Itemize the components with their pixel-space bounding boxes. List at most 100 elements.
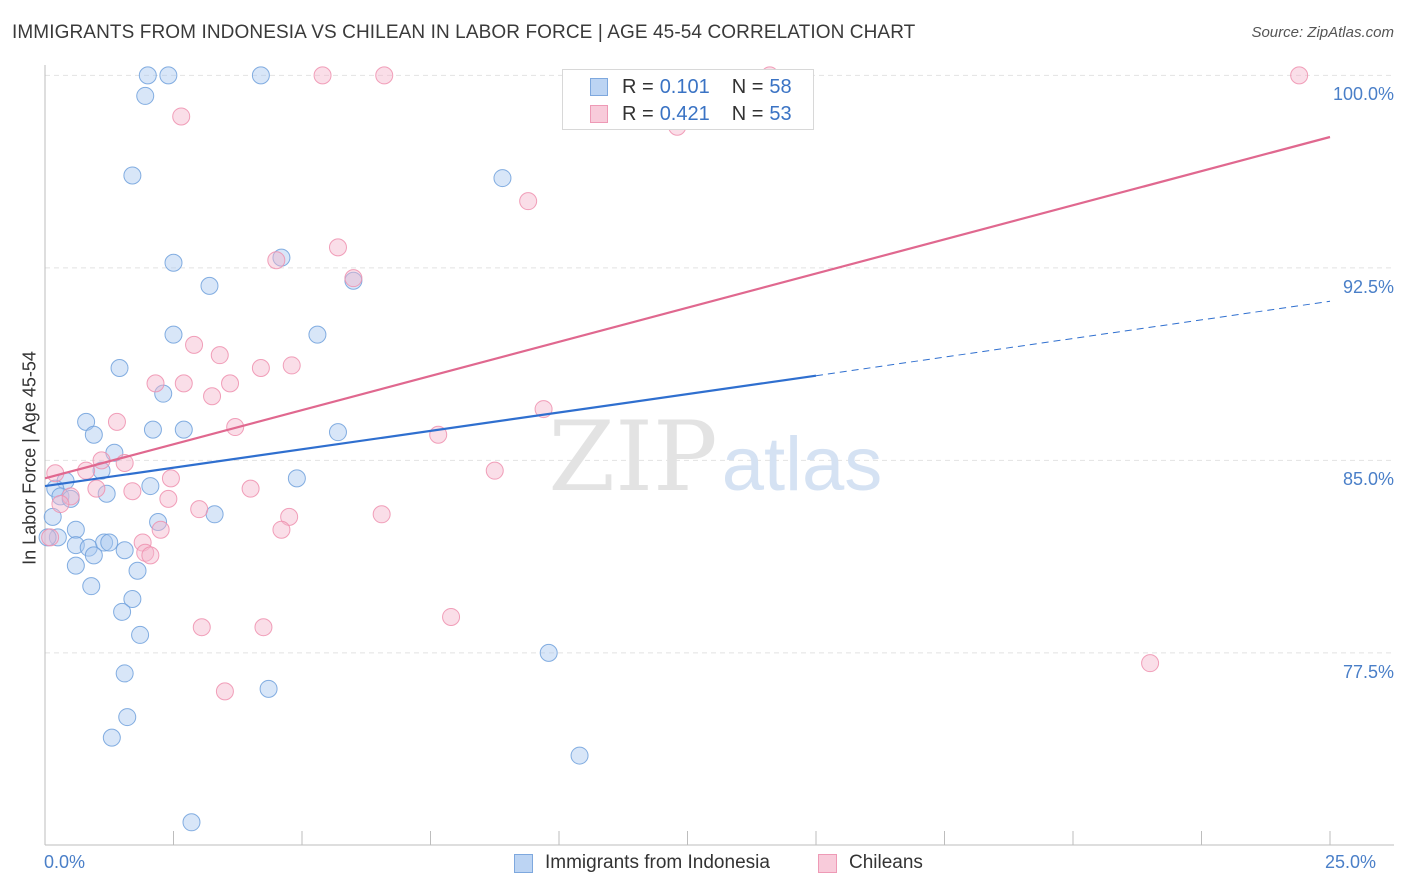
source-label: Source: ZipAtlas.com: [1251, 24, 1394, 41]
point-chileans-24: [77, 461, 96, 480]
point-chileans-17: [203, 387, 222, 406]
point-indonesia-36: [95, 533, 114, 552]
legend-swatch-chileans: [590, 105, 608, 123]
series-swatch-chileans: [818, 853, 837, 873]
point-indonesia-0: [138, 66, 157, 85]
point-chileans-47: [215, 682, 234, 701]
y-axis-title: In Labor Force | Age 45-54: [19, 351, 40, 565]
point-chileans-16: [221, 374, 240, 393]
point-indonesia-12: [110, 359, 129, 377]
trend-line-indonesia-extension: [815, 300, 1331, 377]
series-label-chileans: Chileans: [849, 852, 923, 873]
point-indonesia-3: [136, 86, 155, 105]
point-indonesia-1: [159, 66, 178, 85]
point-chileans-6: [519, 192, 538, 211]
point-indonesia-20: [92, 461, 111, 480]
legend-swatch-indonesia: [590, 78, 608, 96]
point-indonesia-2: [251, 66, 270, 85]
point-chileans-15: [174, 374, 193, 393]
point-indonesia-48: [259, 679, 278, 698]
point-chileans-37: [272, 520, 291, 539]
point-indonesia-45: [131, 625, 150, 644]
series-label-indonesia: Immigrants from Indonesia: [545, 852, 770, 873]
point-chileans-46: [1141, 654, 1160, 673]
legend-r-value: 0.101: [659, 75, 710, 98]
point-indonesia-6: [164, 253, 183, 272]
series-legend-indonesia[interactable]: Immigrants from Indonesia: [514, 852, 770, 874]
point-indonesia-40: [66, 556, 85, 575]
point-indonesia-8: [200, 276, 219, 295]
point-chileans-11: [210, 346, 229, 365]
correlation-legend: R = 0.101 N = 58 R = 0.421 N = 53: [562, 69, 814, 130]
point-indonesia-15: [84, 425, 103, 444]
point-chileans-41: [136, 543, 155, 562]
point-chileans-45: [254, 618, 273, 637]
y-tick-label: 92.5%: [1342, 276, 1394, 297]
point-indonesia-17: [174, 420, 193, 439]
point-indonesia-27: [141, 477, 160, 496]
point-chileans-39: [41, 528, 60, 547]
point-indonesia-51: [570, 746, 589, 765]
point-chileans-22: [92, 451, 111, 470]
point-chileans-3: [1290, 66, 1309, 85]
point-indonesia-16: [143, 420, 162, 439]
watermark: ZIP atlas: [548, 401, 882, 513]
trend-line-chileans: [44, 135, 1331, 480]
point-chileans-1: [375, 66, 394, 85]
point-chileans-35: [372, 505, 391, 524]
point-indonesia-10: [164, 325, 183, 344]
point-chileans-4: [172, 107, 191, 126]
point-chileans-42: [141, 546, 160, 565]
point-chileans-33: [51, 495, 70, 514]
point-chileans-28: [87, 479, 106, 498]
axes: [44, 65, 1394, 846]
point-indonesia-37: [100, 533, 119, 552]
legend-n-value: 53: [769, 102, 792, 125]
point-indonesia-11: [308, 325, 327, 344]
watermark-atlas: atlas: [722, 422, 883, 507]
y-tick-label: 100.0%: [1332, 84, 1394, 105]
point-chileans-12: [251, 359, 270, 377]
point-chileans-43: [442, 607, 461, 626]
x-tick-label-max: 25.0%: [1325, 852, 1377, 872]
point-indonesia-42: [82, 577, 101, 596]
point-indonesia-21: [287, 469, 306, 488]
point-chileans-44: [192, 618, 211, 637]
legend-row-indonesia: R = 0.101 N = 58: [563, 74, 792, 100]
point-indonesia-47: [115, 664, 134, 683]
legend-row-chileans: R = 0.421 N = 53: [563, 101, 792, 127]
legend-n-label: N =: [731, 75, 764, 98]
point-chileans-9: [344, 269, 363, 288]
point-chileans-14: [146, 374, 165, 393]
point-chileans-19: [107, 412, 126, 431]
point-indonesia-39: [84, 546, 103, 565]
point-chileans-38: [151, 520, 170, 539]
trend-line-indonesia: [44, 374, 817, 488]
point-indonesia-43: [123, 590, 142, 608]
series-legend-chileans[interactable]: Chileans: [818, 852, 923, 874]
series-swatch-indonesia: [514, 853, 533, 873]
point-chileans-7: [328, 238, 347, 257]
point-chileans-13: [282, 356, 301, 375]
watermark-zip: ZIP: [548, 401, 717, 513]
point-indonesia-52: [182, 813, 201, 832]
series-legend: Immigrants from Indonesia Chileans: [0, 852, 1406, 876]
point-chileans-29: [123, 482, 142, 501]
legend-r-value: 0.421: [659, 102, 710, 125]
point-chileans-0: [313, 66, 332, 85]
y-tick-label: 85.0%: [1342, 469, 1394, 490]
point-chileans-26: [485, 461, 504, 480]
point-indonesia-7: [272, 248, 291, 267]
point-indonesia-4: [123, 166, 142, 185]
point-indonesia-38: [115, 541, 134, 560]
point-chileans-34: [190, 500, 209, 519]
point-indonesia-24: [51, 487, 70, 506]
legend-n-label: N =: [731, 102, 764, 125]
point-chileans-27: [161, 469, 180, 488]
legend-r-label: R =: [622, 75, 654, 98]
legend-n-value: 58: [769, 75, 792, 98]
point-indonesia-5: [493, 169, 512, 188]
point-indonesia-44: [113, 602, 132, 621]
point-indonesia-46: [539, 643, 558, 662]
point-chileans-30: [241, 479, 260, 498]
